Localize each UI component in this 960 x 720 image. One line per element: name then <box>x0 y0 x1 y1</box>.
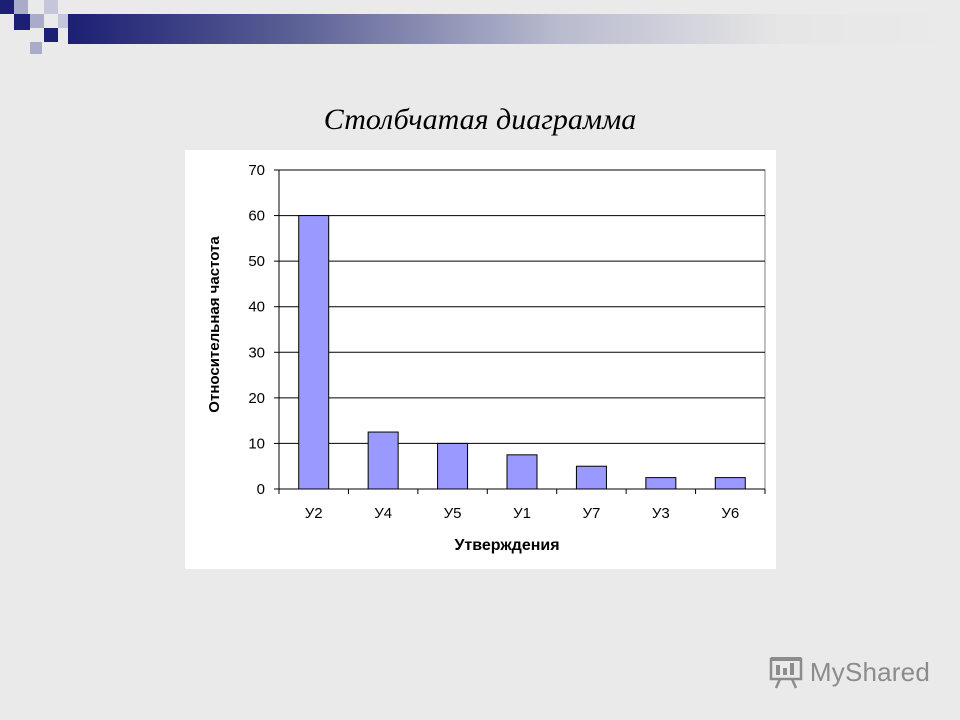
y-axis-title: Относительная частота <box>206 236 223 413</box>
bar-У3 <box>645 477 677 490</box>
decor-square-light-1 <box>14 0 28 14</box>
slide-title: Столбчатая диаграмма <box>323 103 637 136</box>
decor-square-light-2 <box>30 14 44 28</box>
x-tick-label: У3 <box>652 505 670 522</box>
y-tick-label: 70 <box>248 162 265 179</box>
y-tick-label: 30 <box>248 344 265 361</box>
x-tick-label: У4 <box>374 505 392 522</box>
x-tick-label: У5 <box>444 505 462 522</box>
x-tick-label: У1 <box>513 505 531 522</box>
y-tick-label: 40 <box>248 299 265 316</box>
watermark: MyShared <box>768 648 930 696</box>
decor-square-light-5 <box>30 42 42 54</box>
plot-frame <box>278 169 766 490</box>
bar-У6 <box>714 477 746 490</box>
x-tick-label: У7 <box>582 505 600 522</box>
chart-area: 0 10 20 30 40 50 60 70 У2 У4 У5 У1 У7 У3 У6 Утверждения… <box>185 150 776 569</box>
decor-square-light-3 <box>44 0 58 14</box>
decor-square-dark-1 <box>0 0 14 14</box>
presentation-icon <box>769 657 803 689</box>
x-tick-label: У2 <box>305 505 323 522</box>
bar-У7 <box>575 465 607 490</box>
y-tick-label: 50 <box>248 253 265 270</box>
x-axis-title: Утверждения <box>454 537 559 554</box>
x-tick-label: У6 <box>721 505 739 522</box>
bar-У5 <box>437 442 469 490</box>
y-tick-label: 10 <box>248 435 265 452</box>
decor-square-dark-2 <box>14 14 30 30</box>
y-tick-label: 60 <box>248 208 265 225</box>
y-tick-label: 20 <box>248 390 265 407</box>
bar-У2 <box>298 215 330 490</box>
decor-square-dark-3 <box>44 28 58 42</box>
y-tick-label: 0 <box>257 481 265 498</box>
decor-header-bar <box>68 14 960 44</box>
bar-У1 <box>506 454 538 490</box>
watermark-text: MyShared <box>809 656 930 687</box>
bar-У4 <box>367 431 399 490</box>
bar-chart: 0 10 20 30 40 50 60 70 У2 У4 У5 У1 У7 У3 У6 Утверждения… <box>206 162 766 554</box>
